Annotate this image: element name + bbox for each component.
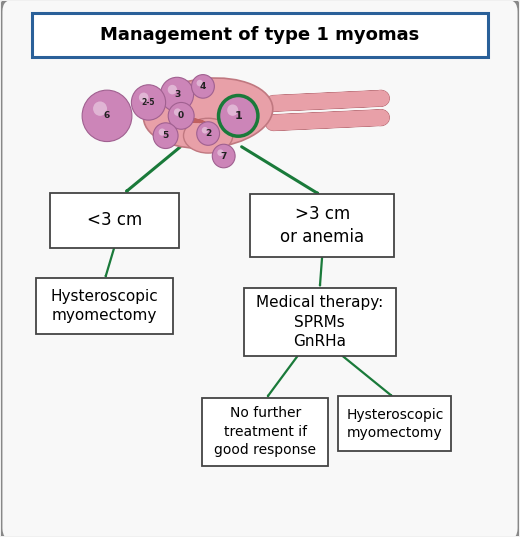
Text: Hysteroscopic
myomectomy: Hysteroscopic myomectomy — [346, 408, 444, 440]
Text: 2-5: 2-5 — [142, 98, 155, 107]
Circle shape — [82, 90, 132, 142]
Text: No further
treatment if
good response: No further treatment if good response — [214, 407, 316, 458]
Text: Medical therapy:
SPRMs
GnRHa: Medical therapy: SPRMs GnRHa — [256, 295, 383, 350]
Text: 2: 2 — [205, 129, 211, 138]
Circle shape — [153, 123, 178, 149]
Text: 1: 1 — [235, 111, 242, 121]
Circle shape — [174, 108, 181, 116]
Circle shape — [197, 80, 203, 86]
Circle shape — [217, 149, 224, 156]
Text: 6: 6 — [104, 111, 110, 120]
Circle shape — [159, 128, 165, 136]
Text: <3 cm: <3 cm — [87, 211, 142, 229]
Circle shape — [227, 105, 238, 116]
Ellipse shape — [144, 78, 273, 148]
FancyBboxPatch shape — [244, 288, 396, 357]
Circle shape — [197, 122, 219, 146]
Circle shape — [202, 127, 208, 134]
FancyBboxPatch shape — [50, 193, 179, 248]
FancyBboxPatch shape — [32, 13, 488, 57]
Text: 4: 4 — [200, 82, 206, 91]
Circle shape — [168, 103, 194, 129]
Circle shape — [132, 85, 165, 120]
Circle shape — [218, 96, 258, 136]
Text: 5: 5 — [162, 131, 168, 140]
Circle shape — [191, 75, 214, 98]
FancyBboxPatch shape — [36, 278, 173, 333]
Text: 7: 7 — [220, 151, 227, 161]
Text: Hysteroscopic
myomectomy: Hysteroscopic myomectomy — [50, 288, 158, 323]
Circle shape — [168, 85, 177, 95]
Circle shape — [161, 77, 193, 112]
Ellipse shape — [184, 118, 233, 153]
Circle shape — [212, 144, 235, 168]
FancyBboxPatch shape — [339, 396, 451, 452]
FancyBboxPatch shape — [250, 194, 394, 257]
Text: Management of type 1 myomas: Management of type 1 myomas — [100, 26, 420, 44]
FancyBboxPatch shape — [202, 397, 328, 466]
Text: >3 cm
or anemia: >3 cm or anemia — [280, 205, 365, 246]
Circle shape — [139, 92, 149, 103]
Text: 0: 0 — [178, 111, 184, 120]
Text: 3: 3 — [174, 90, 180, 99]
Circle shape — [93, 101, 107, 116]
